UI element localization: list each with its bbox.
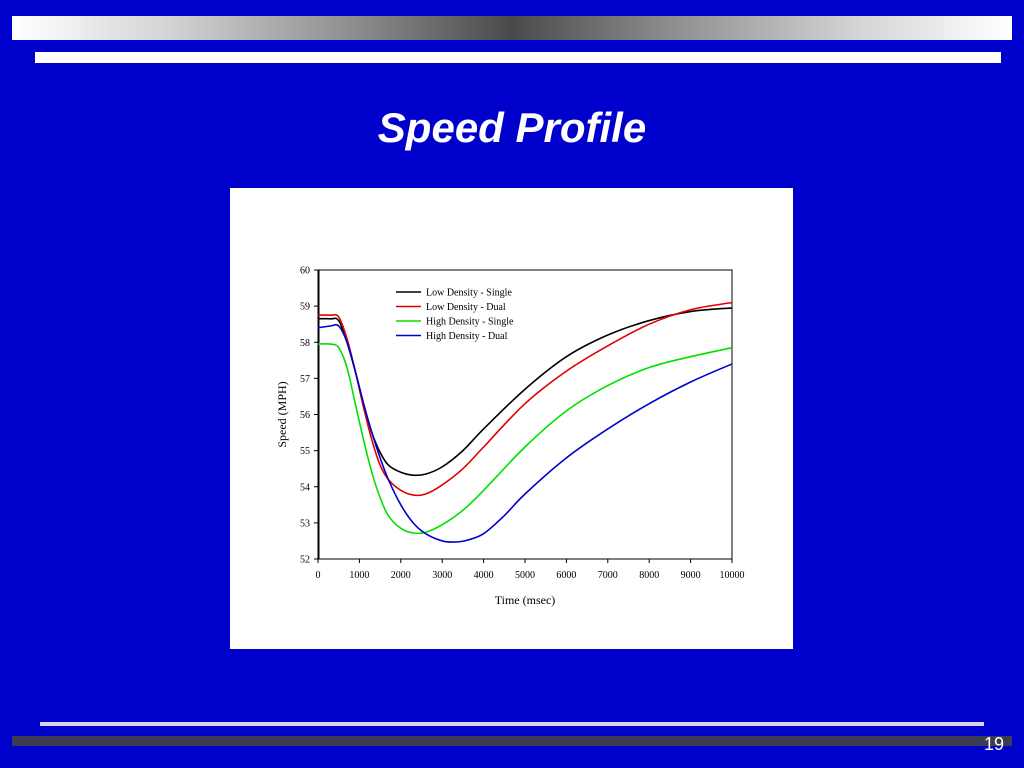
slide-title: Speed Profile [377,104,647,151]
chart-panel: 52 53 54 55 56 57 58 59 60 0 1000 2000 3000 4000 5000 6… [230,188,793,649]
bottom-line [40,722,984,726]
x-tick-label: 9000 [681,570,701,581]
y-tick-label: 52 [300,555,310,566]
x-tick-label: 6000 [556,570,576,581]
x-tick-label: 0 [316,570,321,581]
series-line-2 [317,301,733,497]
bottom-bar [12,736,1012,746]
x-tick-label: 8000 [639,570,659,581]
page-number: 19 [983,734,1004,754]
x-tick-label: 2000 [391,570,411,581]
y-axis-label: Speed (MPH) [275,381,289,447]
y-tick-label: 56 [300,410,310,421]
x-tick-label: 3000 [432,570,452,581]
legend-label-4: High Density - Dual [426,331,508,342]
y-tick-label: 55 [300,446,310,457]
x-tick-label: 5000 [515,570,535,581]
y-tick-label: 58 [300,338,310,349]
top-gradient-bar [12,16,1012,40]
y-tick-label: 57 [300,374,310,385]
y-tick-label: 60 [300,266,310,277]
speed-profile-chart: 52 53 54 55 56 57 58 59 60 0 1000 2000 3000 4000 5000 6… [275,266,745,608]
series-line-4 [317,323,733,543]
x-tick-label: 1000 [349,570,369,581]
y-tick-label: 53 [300,518,310,529]
x-tick-label: 7000 [598,570,618,581]
legend-label-1: Low Density - Single [426,288,512,299]
top-white-line [35,52,1001,63]
y-tick-label: 54 [300,482,310,493]
x-axis-label: Time (msec) [495,593,556,607]
legend-label-3: High Density - Single [426,317,514,328]
y-tick-label: 59 [300,302,310,313]
x-tick-label: 10000 [720,570,745,581]
legend-label-2: Low Density - Dual [426,302,506,313]
plot-frame [317,269,733,560]
x-tick-label: 4000 [474,570,494,581]
series-line-3 [317,342,733,535]
